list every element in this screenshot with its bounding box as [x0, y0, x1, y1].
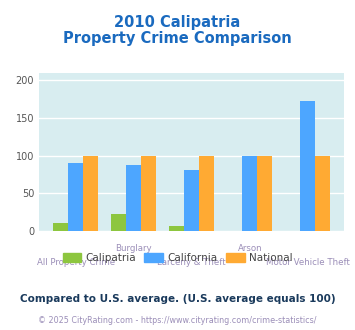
Bar — [242, 155, 257, 231]
Bar — [169, 226, 184, 231]
Legend: Calipatria, California, National: Calipatria, California, National — [59, 248, 296, 267]
Bar — [83, 155, 98, 231]
Text: Compared to U.S. average. (U.S. average equals 100): Compared to U.S. average. (U.S. average … — [20, 294, 335, 304]
Text: All Property Crime: All Property Crime — [37, 258, 115, 267]
Bar — [53, 223, 68, 231]
Bar — [300, 101, 315, 231]
Bar — [141, 155, 156, 231]
Text: Arson: Arson — [237, 244, 262, 253]
Text: Motor Vehicle Theft: Motor Vehicle Theft — [266, 258, 350, 267]
Bar — [184, 170, 199, 231]
Bar — [315, 155, 331, 231]
Bar — [111, 214, 126, 231]
Bar — [257, 155, 272, 231]
Text: Larceny & Theft: Larceny & Theft — [157, 258, 226, 267]
Bar — [68, 163, 83, 231]
Bar — [126, 165, 141, 231]
Text: © 2025 CityRating.com - https://www.cityrating.com/crime-statistics/: © 2025 CityRating.com - https://www.city… — [38, 315, 317, 325]
Text: 2010 Calipatria: 2010 Calipatria — [114, 15, 241, 30]
Text: Burglary: Burglary — [115, 244, 152, 253]
Bar — [199, 155, 214, 231]
Text: Property Crime Comparison: Property Crime Comparison — [63, 31, 292, 46]
